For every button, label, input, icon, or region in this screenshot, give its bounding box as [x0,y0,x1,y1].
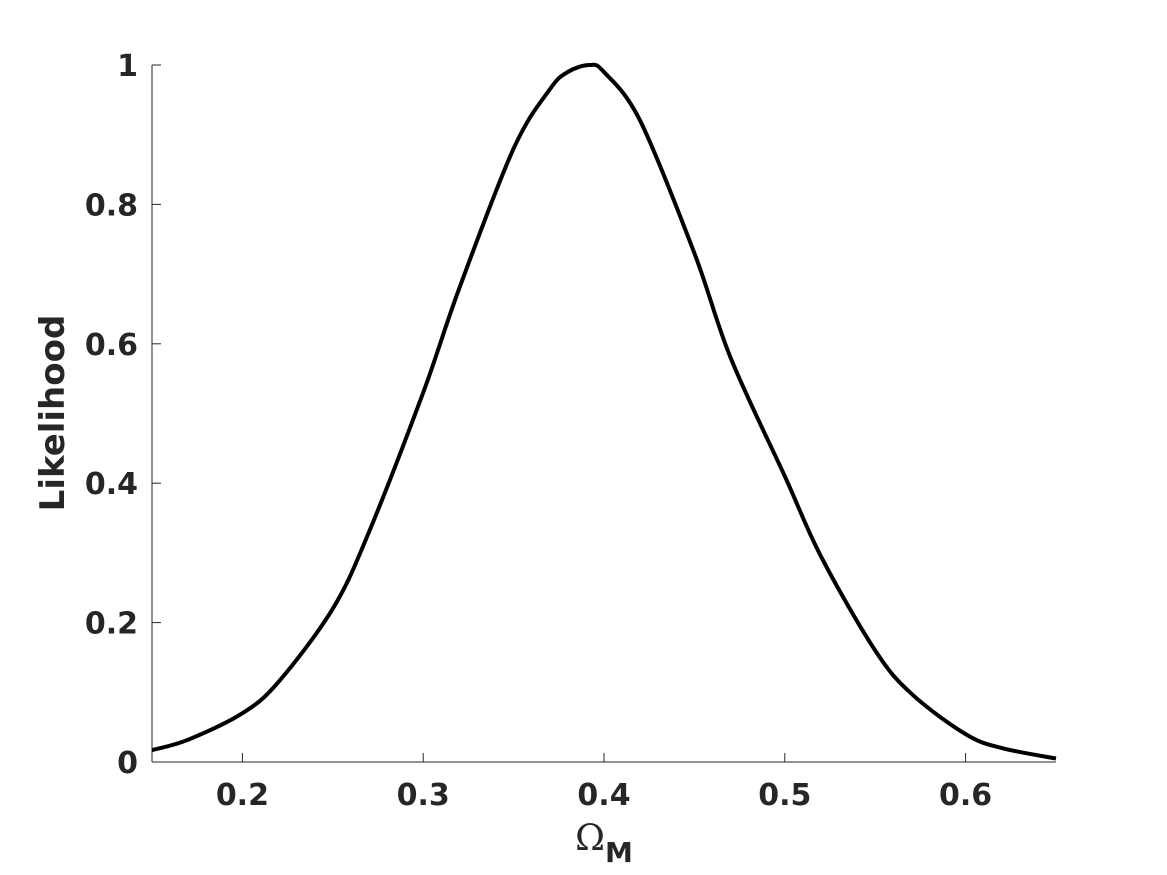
y-tick-label: 0.2 [85,607,138,642]
x-tick-label: 0.6 [939,778,992,813]
y-tick-label: 0.4 [85,467,138,502]
y-tick-label: 0.8 [85,188,138,223]
y-tick-label: 0 [117,746,138,781]
y-tick-label: 1 [117,49,138,84]
x-axis-label-symbol: Ω [575,818,605,859]
y-ticks: 0 0.2 0.4 0.6 0.8 1 [85,49,161,781]
x-tick-label: 0.3 [397,778,450,813]
y-axis-label: Likelihood [33,315,73,512]
series [151,62,1057,761]
x-tick-label: 0.2 [216,778,269,813]
x-tick-label: 0.4 [577,778,630,813]
x-axis-label-subscript: M [605,836,633,869]
x-ticks: 0.2 0.3 0.4 0.5 0.6 [216,753,992,813]
y-tick-label: 0.6 [85,328,138,363]
x-axis-label: ΩM [575,818,633,869]
axes [151,65,1056,763]
likelihood-curve [151,62,1057,761]
x-tick-label: 0.5 [758,778,811,813]
